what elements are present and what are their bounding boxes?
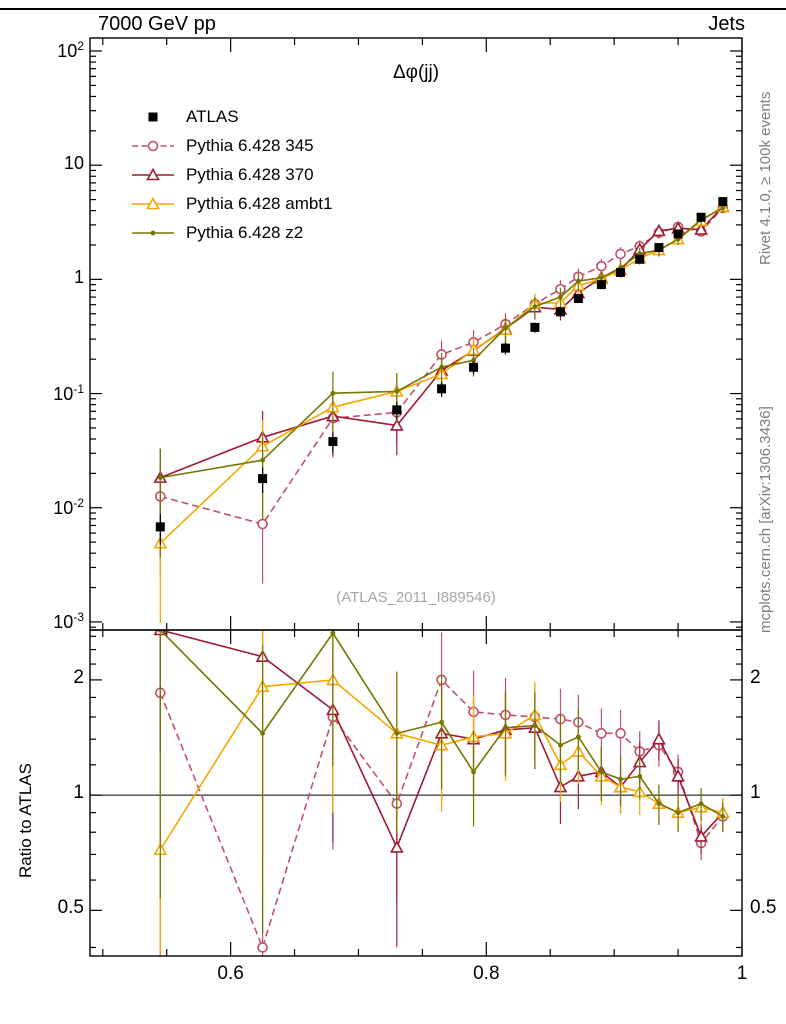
- rivet-version-note: Rivet 4.1.0, ≥ 100k events: [757, 91, 774, 265]
- plot-title: Δφ(jj): [392, 62, 440, 83]
- legend-label: Pythia 6.428 z2: [186, 222, 304, 242]
- analysis-group-label: Jets: [708, 13, 745, 35]
- legend-item-pythia-6-428-z2: Pythia 6.428 z2: [130, 218, 332, 247]
- beam-energy-label: 7000 GeV pp: [98, 13, 216, 35]
- legend-item-atlas: ATLAS: [130, 102, 332, 131]
- legend-marker-icon: [132, 167, 174, 180]
- legend-marker-icon: [132, 140, 174, 151]
- top-rule: [0, 8, 786, 10]
- legend-item-pythia-6-428-ambt1: Pythia 6.428 ambt1: [130, 189, 332, 218]
- legend-item-pythia-6-428-370: Pythia 6.428 370: [130, 160, 332, 189]
- mcplots-reference-note: mcplots.cern.ch [arXiv:1306.3436]: [757, 406, 774, 633]
- legend-label: Pythia 6.428 345: [186, 135, 314, 155]
- legend-label: Pythia 6.428 ambt1: [186, 193, 333, 213]
- legend-label: ATLAS: [186, 106, 239, 126]
- legend-marker-icon: [132, 230, 174, 235]
- legend-item-pythia-6-428-345: Pythia 6.428 345: [130, 131, 332, 160]
- ratio-axis-label: Ratio to ATLAS: [16, 763, 35, 878]
- legend: ATLAS Pythia 6.428 345 Pythia 6.428 370 Pyt…: [130, 102, 332, 247]
- legend-marker-icon: [132, 196, 174, 209]
- analysis-id-watermark: (ATLAS_2011_I889546): [336, 589, 496, 606]
- legend-label: Pythia 6.428 370: [186, 164, 314, 184]
- legend-marker-icon: [148, 112, 158, 121]
